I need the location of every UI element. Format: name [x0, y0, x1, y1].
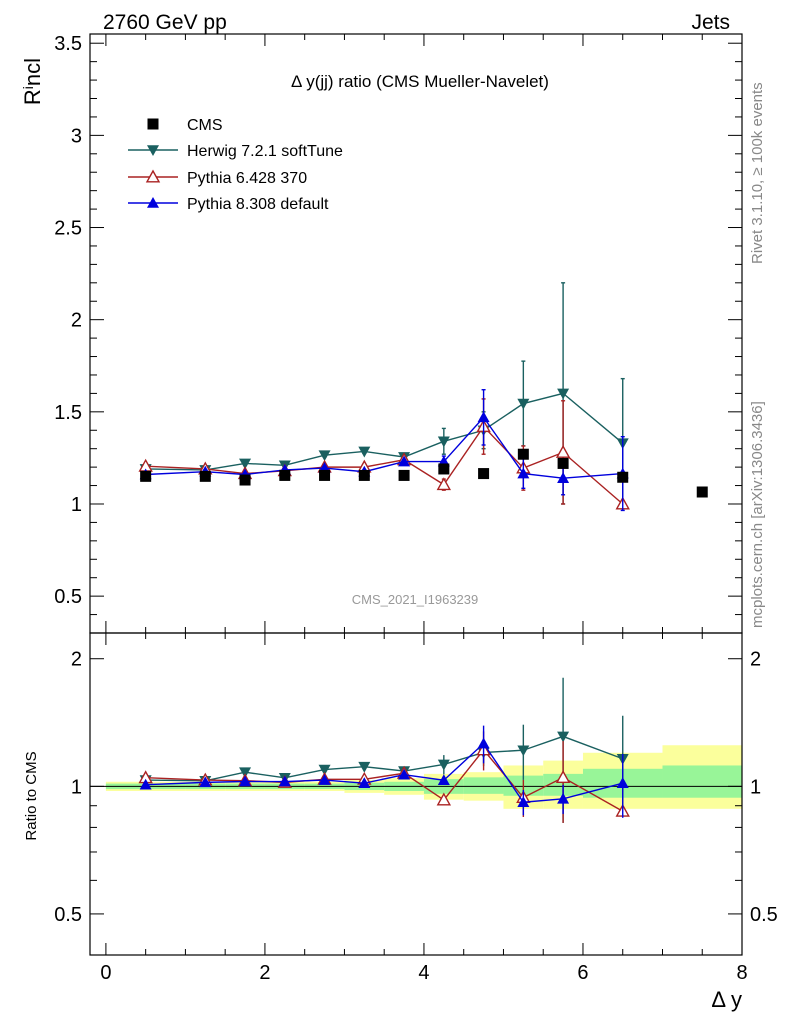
rivet-label: Rivet 3.1.10, ≥ 100k events: [749, 82, 766, 264]
series-3-ratio-point: [278, 775, 291, 787]
series-1-point: [437, 436, 450, 448]
cms-data-point: [557, 457, 569, 469]
y-tick-label-ratio: 2: [71, 649, 82, 671]
legend-marker-2: [145, 169, 161, 183]
series-2-point: [555, 444, 571, 458]
series-3-ratio-point: [477, 737, 490, 749]
series-3-ratio-point: [517, 796, 530, 808]
series-1-point: [557, 388, 570, 400]
header-right: Jets: [691, 11, 730, 34]
cms-data-point: [239, 474, 251, 486]
cms-data-point: [617, 471, 629, 483]
cms-data-point: [279, 469, 291, 481]
legend-marker-3: [147, 197, 159, 208]
x-tick-label: 8: [736, 962, 747, 984]
series-3-ratio-point: [398, 768, 411, 780]
y-tick-label-ratio-right: 0.5: [750, 904, 778, 926]
y-tick-label-ratio-right: 2: [750, 649, 761, 671]
cms-data-point: [438, 463, 450, 475]
series-1-line: [145, 392, 624, 471]
series-3-point: [477, 411, 490, 423]
cms-data-point: [140, 470, 152, 482]
plot-frames: [89, 33, 743, 956]
y-tick-label-main: 3.5: [54, 33, 82, 55]
ratio-panel-series: [138, 677, 630, 823]
y-tick-label-main: 1.5: [54, 402, 82, 424]
legend-marker-0: [147, 118, 159, 130]
series-1-point: [239, 458, 252, 470]
cms-data-point: [199, 470, 211, 482]
legend: CMS Herwig 7.2.1 softTune Pythia 6.428 370…: [128, 117, 343, 213]
series-1-ratio-point: [318, 764, 331, 776]
y-tick-label-main: 0.5: [54, 586, 82, 608]
series-2-point: [436, 477, 452, 491]
main-panel-series: [138, 282, 708, 512]
chart-title: Δ y(jj) ratio (CMS Mueller-Navelet): [291, 72, 549, 91]
x-tick-label: 2: [259, 962, 270, 984]
cms-data-point: [319, 469, 331, 481]
cms-data-point: [696, 486, 708, 498]
legend-label-0: CMS: [187, 117, 223, 134]
series-3-ratio-point: [239, 775, 252, 787]
series-3-ratio-point: [318, 774, 331, 785]
cms-data-point: [358, 469, 370, 481]
series-1-ratio-line: [145, 735, 623, 782]
y-tick-label-main: 1: [71, 494, 82, 516]
series-2-ratio-point: [436, 792, 452, 806]
analysis-watermark: CMS_2021_I1963239: [352, 592, 479, 607]
cms-data-point: [398, 469, 410, 481]
ratio-panel-frame: [89, 632, 743, 956]
series-3-line: [145, 416, 623, 479]
inner-band-bin: [463, 777, 504, 794]
x-tick-label: 6: [577, 962, 588, 984]
x-axis-label: Δ y: [711, 987, 742, 1012]
series-1-point: [358, 446, 371, 458]
series-3-ratio-line: [145, 742, 623, 803]
axis-ticks: 0 2 4 6 8 0.5 1 1.5 2 2.5 3 3.5 0.5 0.5 1 1 2 2: [54, 33, 778, 984]
series-1-point: [517, 398, 530, 410]
series-2-ratio-line: [145, 748, 624, 812]
series-3-ratio-point: [358, 777, 371, 788]
y-tick-label-ratio-right: 1: [750, 776, 761, 798]
y-tick-label-ratio: 1: [71, 776, 82, 798]
legend-marker-1: [147, 145, 159, 156]
y-axis-label-ratio: Ratio to CMS: [23, 751, 40, 840]
mcplots-label: mcplots.cern.ch [arXiv:1306.3436]: [749, 401, 766, 628]
series-2-line: [145, 425, 624, 505]
header-left: 2760 GeV pp: [103, 11, 227, 34]
series-3-ratio-point: [199, 776, 212, 788]
legend-label-1: Herwig 7.2.1 softTune: [187, 143, 343, 160]
cms-data-point: [478, 468, 490, 480]
inner-band-bin: [662, 765, 742, 798]
series-1-ratio-point: [358, 761, 371, 773]
x-tick-label: 0: [100, 962, 111, 984]
y-axis-label-main: Rincl: [20, 58, 45, 105]
legend-label-3: Pythia 8.308 default: [187, 196, 329, 213]
y-tick-label-main: 2.5: [54, 218, 82, 240]
series-1-ratio-point: [517, 745, 530, 757]
series-1-ratio-point: [437, 759, 450, 771]
series-1-ratio-point: [557, 731, 570, 743]
series-3-ratio-point: [557, 792, 570, 804]
series-3-point: [517, 467, 530, 479]
cms-data-point: [517, 448, 529, 460]
y-tick-label-main: 2: [71, 310, 82, 332]
series-1-ratio-point: [239, 767, 252, 779]
series-3-ratio-point: [437, 774, 450, 786]
legend-label-2: Pythia 6.428 370: [187, 170, 307, 187]
series-3-point: [398, 455, 411, 467]
series-3-ratio-point: [616, 777, 629, 788]
series-3-point: [557, 472, 570, 483]
y-tick-label-ratio: 0.5: [54, 904, 82, 926]
y-tick-label-main: 3: [71, 125, 82, 147]
series-3-ratio-point: [139, 778, 152, 790]
series-2-ratio-point: [555, 770, 571, 783]
x-tick-label: 4: [418, 962, 429, 984]
series-1-point: [318, 450, 331, 462]
